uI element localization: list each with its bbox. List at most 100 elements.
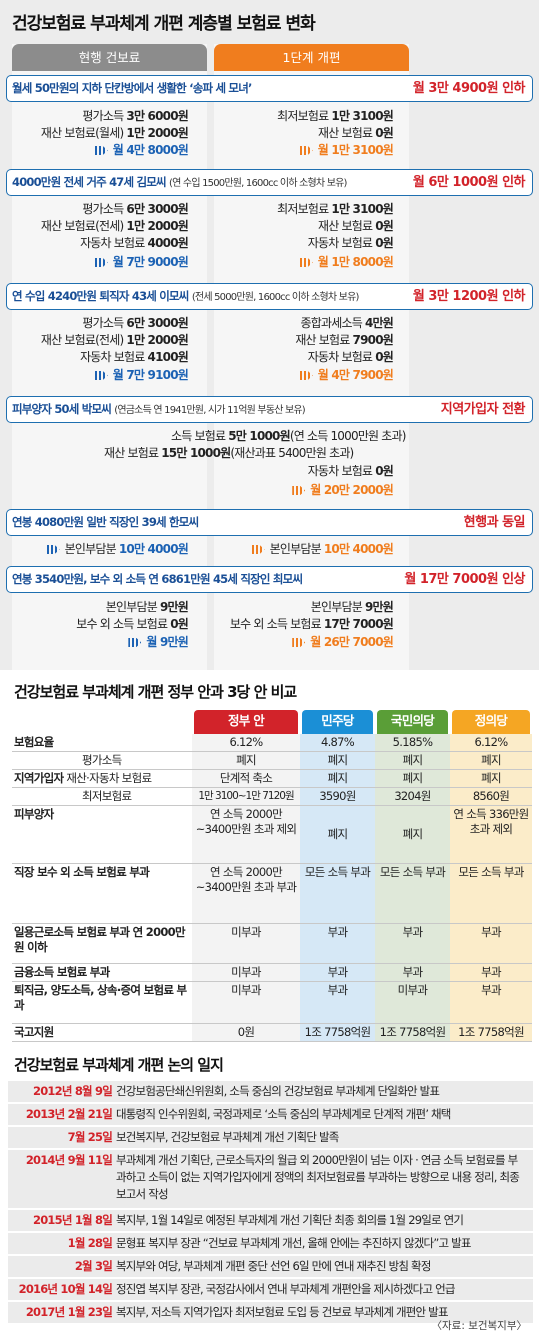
- right-line: 종합과세소득 4만원: [300, 316, 394, 330]
- timeline-item: 2014년 9월 11일 부과체계 개선 기획단, 근로소득자의 월급 외 200…: [8, 1150, 533, 1208]
- left-line: 본인부담분 9만원: [105, 600, 189, 614]
- table-cell: 폐지: [300, 805, 375, 864]
- right-line: 자동차 보험료 0원: [307, 350, 394, 364]
- right-total: 월 20만 2000원: [292, 481, 394, 500]
- table-row: 국고지원 0원 1조 7758억원 1조 7758억원 1조 7758억원: [12, 1023, 532, 1042]
- timeline-item: 2013년 2월 21일 대통령직 인수위원회, 국정과제로 ‘소득 중심의 부과…: [8, 1104, 533, 1125]
- table-cell: 폐지: [375, 805, 450, 864]
- stage1-header: 1단계 개편: [214, 44, 409, 71]
- table-row: 직장 보수 외 소득 보험료 부과 연 소득 2000만~3400만원 초과 부…: [12, 863, 532, 924]
- table-cell: 부과: [300, 923, 375, 964]
- table-cell: 평가소득: [12, 751, 192, 770]
- table-cell: 부과: [375, 923, 450, 964]
- timeline-item: 1월 28일 문형표 복지부 장관 “건보료 부과체계 개선, 올해 안에는 추진…: [8, 1233, 533, 1254]
- left-line: 평가소득 3만 6000원: [82, 109, 188, 123]
- table-cell: 최저보험료: [12, 787, 192, 806]
- right-line: 최저보험료 1만 3100원: [277, 109, 394, 123]
- timeline-item: 2017년 1월 23일 복지부, 저소득 지역가입자 최저보험료 도입 등 건보…: [8, 1302, 533, 1323]
- table-cell: 연 소득 2000만~3400만원 초과 제외: [192, 805, 300, 864]
- table-cell: 5.185%: [375, 734, 450, 752]
- table-cell: 3204원: [375, 787, 450, 806]
- table-row: 일용근로소득 보험료 부과 연 2000만원 이하 미부과 부과 부과 부과: [12, 923, 532, 964]
- table-cell: 미부과: [192, 923, 300, 964]
- table-cell: 1만 3100~1만 7120원: [192, 787, 300, 806]
- table-row: 보험요율 6.12% 4.87% 5.185% 6.12%: [12, 734, 532, 752]
- table-cell: 부과: [450, 923, 532, 964]
- table-row: 피부양자 연 소득 2000만~3400만원 초과 제외 폐지 폐지 연 소득 336…: [12, 805, 532, 864]
- timeline-item: 2월 3일 복지부와 여당, 부과체계 개편 중단 선언 6일 만에 연내 재추진…: [8, 1256, 533, 1277]
- case-desc: 피부양자 50세 박모씨 (연금소득 연 1941만원, 시가 11억원 부동산…: [12, 402, 306, 416]
- table-cell: 폐지: [192, 751, 300, 770]
- table-cell: 부과: [450, 981, 532, 1024]
- table-row: 퇴직금, 양도소득, 상속·증여 보험료 부과 미부과 부과 미부과 부과: [12, 981, 532, 1024]
- case-desc: 연봉 3540만원, 보수 외 소득 연 6861만원 45세 직장인 최모씨: [12, 572, 303, 586]
- right-line: 재산 보험료 0원: [317, 219, 394, 233]
- stage1-column-bg: [214, 44, 409, 670]
- table-row: 평가소득 폐지 폐지 폐지 폐지: [12, 751, 532, 770]
- table-cell: 부과: [300, 981, 375, 1024]
- case-desc: 4000만원 전세 거주 47세 김모씨 (연 수입 1500만원, 1600c…: [12, 175, 347, 189]
- left-line: 자동차 보험료 4000원: [80, 236, 189, 250]
- arrow-icon: [299, 258, 313, 267]
- table-cell: 폐지: [300, 769, 375, 788]
- compare-table: 정부 안 민주당 국민의당 정의당 보험요율 6.12% 4.87% 5.185% 6…: [12, 710, 532, 1042]
- case-result: 월 3만 4900원 인하: [412, 81, 526, 96]
- table-cell: 미부과: [192, 981, 300, 1024]
- compare-title: 건강보험료 부과체계 개편 정부 안과 3당 안 비교: [14, 683, 297, 701]
- party-header: 민주당: [302, 710, 373, 734]
- timeline-item: 2012년 8월 9일 건강보험공단쇄신위원회, 소득 중심의 건강보험료 부과체…: [8, 1081, 533, 1102]
- arrow-icon: [299, 371, 313, 380]
- table-cell: 모든 소득 부과: [450, 863, 532, 924]
- table-cell: 미부과: [375, 981, 450, 1024]
- left-total: 본인부담분 10만 4000원: [46, 540, 189, 559]
- case-banner: 피부양자 50세 박모씨 (연금소득 연 1941만원, 시가 11억원 부동산…: [6, 396, 533, 423]
- table-cell: 폐지: [450, 769, 532, 788]
- arrow-icon: [46, 545, 60, 554]
- table-cell: 부과: [450, 963, 532, 982]
- timeline-item: 2015년 1월 8일 복지부, 1월 14일로 예정된 부과체계 개선 기획단 …: [8, 1210, 533, 1231]
- right-total: 월 1만 3100원: [299, 141, 394, 160]
- timeline-title: 건강보험료 부과체계 개편 논의 일지: [14, 1056, 224, 1074]
- table-cell: 미부과: [192, 963, 300, 982]
- case-banner: 연봉 4080만원 일반 직장인 39세 한모씨 현행과 동일: [6, 509, 533, 536]
- right-line: 재산 보험료 0원: [317, 126, 394, 140]
- source-credit: 〈자료: 보건복지부〉: [431, 1320, 528, 1332]
- right-line: 자동차 보험료 0원: [307, 464, 394, 478]
- table-cell: 부과: [375, 963, 450, 982]
- party-header: 정의당: [452, 710, 530, 734]
- right-total: 월 26만 7000원: [292, 633, 394, 652]
- timeline-list: 2012년 8월 9일 건강보험공단쇄신위원회, 소득 중심의 건강보험료 부과체…: [8, 1081, 533, 1325]
- table-cell: 6.12%: [192, 734, 300, 752]
- left-total: 월 7만 9100원: [94, 366, 189, 385]
- case-result: 월 17만 7000원 인상: [404, 572, 525, 587]
- arrow-icon: [292, 638, 306, 647]
- table-cell: 1조 7758억원: [450, 1023, 532, 1042]
- left-total: 월 7만 9000원: [94, 253, 189, 272]
- party-header: 국민의당: [377, 710, 448, 734]
- table-cell: 4.87%: [300, 734, 375, 752]
- table-cell: 6.12%: [450, 734, 532, 752]
- table-row: 금융소득 보험료 부과 미부과 부과 부과 부과: [12, 963, 532, 982]
- case-banner: 연봉 3540만원, 보수 외 소득 연 6861만원 45세 직장인 최모씨 …: [6, 566, 533, 593]
- table-header-row: 정부 안 민주당 국민의당 정의당: [12, 710, 532, 734]
- case-desc: 연 수입 4240만원 퇴직자 43세 이모씨 (전세 5000만원, 1600…: [12, 289, 359, 303]
- case-banner: 4000만원 전세 거주 47세 김모씨 (연 수입 1500만원, 1600c…: [6, 169, 533, 196]
- case-banner: 연 수입 4240만원 퇴직자 43세 이모씨 (전세 5000만원, 1600…: [6, 283, 533, 310]
- case-banner: 월세 50만원의 지하 단칸방에서 생활한 ‘송파 세 모녀’ 월 3만 490…: [6, 75, 533, 102]
- arrow-icon: [128, 638, 142, 647]
- left-line: 평가소득 6만 3000원: [82, 316, 188, 330]
- table-cell: 연 소득 336만원 초과 제외: [450, 805, 532, 864]
- arrow-icon: [94, 258, 108, 267]
- arrow-icon: [251, 545, 265, 554]
- timeline-item: 2016년 10월 14일 정진엽 복지부 장관, 국정감사에서 연내 부과체계 …: [8, 1279, 533, 1300]
- right-line: 최저보험료 1만 3100원: [277, 202, 394, 216]
- arrow-icon: [292, 486, 306, 495]
- right-line: 소득 보험료 5만 1000원(연 소득 1000만원 초과): [171, 429, 406, 443]
- timeline-item: 7월 25일 보건복지부, 건강보험료 부과체계 개선 기획단 발족: [8, 1127, 533, 1148]
- table-cell: 모든 소득 부과: [375, 863, 450, 924]
- left-line: 보수 외 소득 보험료 0원: [76, 617, 189, 631]
- right-line: 재산 보험료 7900원: [295, 333, 393, 347]
- case-result: 월 3만 1200원 인하: [412, 289, 526, 304]
- party-header: 정부 안: [194, 710, 298, 734]
- left-total: 월 4만 8000원: [94, 141, 189, 160]
